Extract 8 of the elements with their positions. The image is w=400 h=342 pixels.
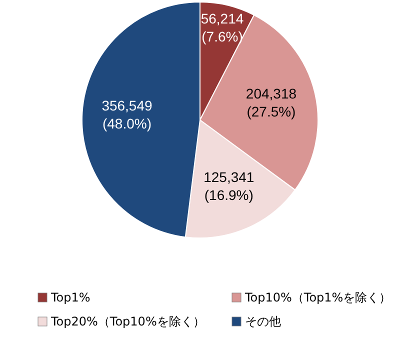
data-label: 56,214 (7.6%) bbox=[200, 10, 244, 44]
data-label: 125,341 (16.9%) bbox=[204, 168, 254, 203]
data-label: 356,549 (48.0%) bbox=[102, 97, 152, 132]
data-label: 204,318 (27.5%) bbox=[246, 84, 297, 119]
legend-label: Top1% bbox=[50, 290, 90, 304]
legend-label: その他 bbox=[245, 314, 281, 328]
legend-label: Top20%（Top10%を除く） bbox=[50, 314, 205, 328]
legend-label: Top10%（Top1%を除く） bbox=[244, 290, 392, 304]
